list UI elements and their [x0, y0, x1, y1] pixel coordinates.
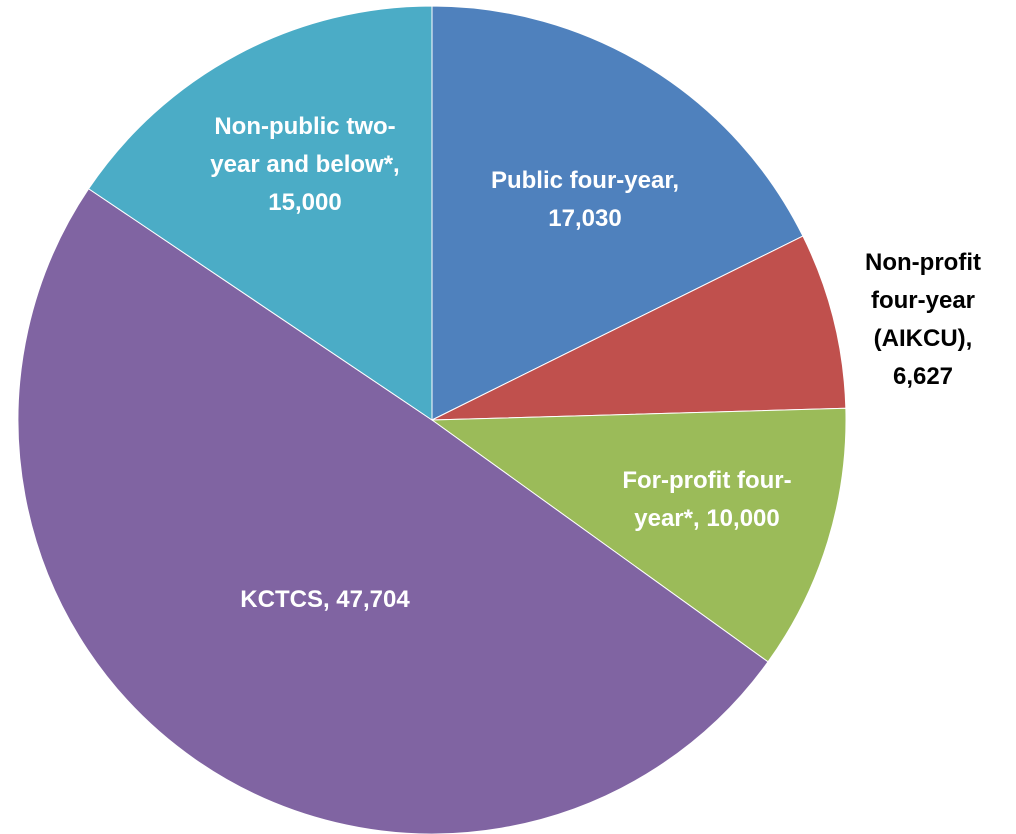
value-label: 15,000 [268, 189, 342, 216]
pie-slice [430, 407, 847, 663]
category-name: For-profit four-year* [622, 467, 792, 532]
value-label: 17,030 [548, 205, 622, 232]
category-name: KCTCS [240, 586, 323, 613]
data-label: KCTCS, 47,704 [165, 581, 485, 619]
value-label: 6,627 [892, 363, 954, 390]
pie-slice [431, 5, 804, 421]
data-label: Non-public two-year and below*, 15,000 [205, 108, 405, 222]
label-separator: , [672, 167, 680, 194]
label-separator: , [965, 325, 973, 352]
category-name: Non-public two-year and below* [210, 113, 396, 178]
value-label: 47,704 [336, 586, 410, 613]
label-separator: , [393, 151, 400, 178]
category-name: Public four-year [490, 167, 673, 194]
pie-slice [87, 5, 433, 421]
category-name: Non-profit four-year (AIKCU) [865, 249, 981, 352]
data-label: Public four-year, 17,030 [485, 162, 685, 238]
value-label: 10,000 [706, 505, 780, 532]
data-label: For-profit four-year*, 10,000 [622, 462, 792, 538]
pie-slice [431, 235, 847, 421]
label-separator: , [692, 505, 707, 532]
label-separator: , [322, 586, 337, 613]
data-label: Non-profit four-year (AIKCU), 6,627 [843, 244, 1003, 396]
pie-slice [17, 188, 769, 834]
